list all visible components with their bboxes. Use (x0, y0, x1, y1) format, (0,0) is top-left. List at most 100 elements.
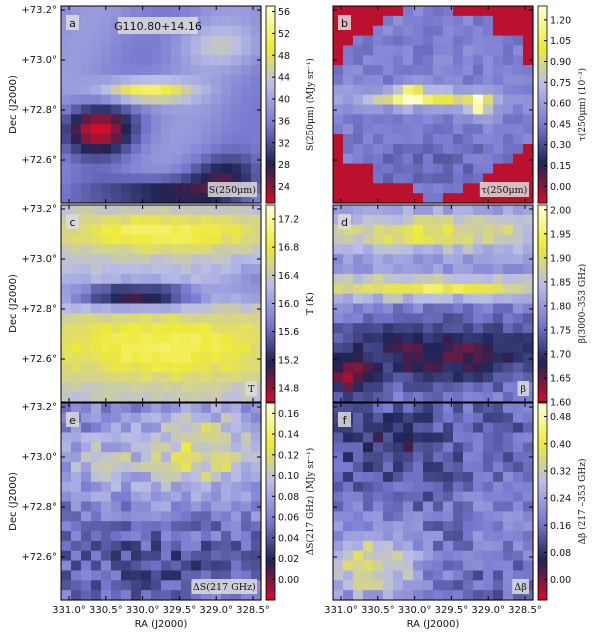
heatmap-cell (131, 143, 142, 155)
colorbar-segment (266, 111, 275, 115)
heatmap-cell (443, 412, 454, 424)
heatmap-cell (201, 183, 212, 194)
heatmap-cell (181, 550, 192, 562)
heatmap-cell (343, 481, 354, 493)
heatmap-cell (333, 283, 344, 295)
heatmap-cell (231, 173, 242, 184)
heatmap-cell (61, 511, 72, 522)
heatmap-cell (111, 234, 122, 245)
heatmap-cell (453, 25, 464, 37)
heatmap-cell (453, 35, 464, 46)
heatmap-cell (71, 193, 82, 204)
heatmap-cell (91, 560, 102, 572)
heatmap-cell (211, 234, 222, 245)
heatmap-cell (171, 224, 182, 236)
heatmap-cell (383, 65, 394, 76)
heatmap-cell (513, 6, 524, 17)
heatmap-cell (61, 244, 72, 255)
heatmap-cell (513, 392, 524, 403)
panel-d: dβ1.601.651.701.751.801.851.901.952.00β(… (332, 204, 588, 409)
heatmap-cell (363, 342, 374, 354)
heatmap-cell (131, 442, 142, 453)
heatmap-cell (91, 422, 102, 434)
heatmap-cell (443, 471, 454, 483)
heatmap-cell (393, 511, 404, 522)
map-frame (60, 5, 262, 204)
heatmap-cell (523, 74, 534, 86)
panel-letter: e (69, 414, 76, 427)
heatmap-cell (141, 124, 152, 135)
heatmap-f (333, 403, 534, 601)
heatmap-cell (333, 452, 344, 463)
heatmap-cell (151, 333, 162, 344)
heatmap-cell (211, 6, 222, 17)
heatmap-cell (373, 234, 384, 245)
heatmap-cell (453, 462, 464, 473)
heatmap-cell (231, 55, 242, 66)
heatmap-cell (241, 55, 252, 66)
y-tick-label: +72.8° (21, 105, 57, 116)
heatmap-cell (71, 6, 82, 17)
heatmap-cell (373, 442, 384, 453)
heatmap-cell (493, 234, 504, 245)
heatmap-cell (433, 491, 444, 503)
heatmap-cell (413, 273, 424, 285)
heatmap-cell (493, 153, 504, 165)
heatmap-cell (403, 570, 414, 581)
heatmap-cell (403, 15, 414, 27)
heatmap-cell (111, 293, 122, 305)
heatmap-cell (191, 163, 202, 175)
heatmap-cell (413, 35, 424, 46)
heatmap-cell (141, 173, 152, 184)
heatmap-cell (503, 412, 514, 424)
heatmap-cell (513, 193, 524, 204)
heatmap-cell (231, 521, 242, 532)
heatmap-cell (333, 580, 344, 591)
heatmap-cell (493, 452, 504, 463)
heatmap-cell (493, 352, 504, 364)
heatmap-cell (181, 124, 192, 135)
heatmap-cell (453, 531, 464, 542)
heatmap-cell (141, 74, 152, 86)
colorbar-segment (266, 573, 275, 578)
heatmap-cell (393, 124, 404, 135)
heatmap-cell (61, 540, 72, 552)
heatmap-cell (353, 244, 364, 255)
heatmap-cell (101, 412, 112, 424)
heatmap-cell (433, 323, 444, 334)
heatmap-cell (211, 362, 222, 374)
heatmap-cell (393, 35, 404, 46)
colorbar-segment (538, 224, 547, 229)
heatmap-cell (423, 471, 434, 483)
heatmap-cell (433, 134, 444, 145)
heatmap-cell (393, 205, 404, 216)
heatmap-cell (231, 254, 242, 265)
heatmap-cell (393, 491, 404, 503)
heatmap-cell (241, 264, 252, 275)
x-tick-label: 329.0° (199, 605, 233, 616)
heatmap-cell (121, 214, 132, 226)
heatmap-cell (141, 65, 152, 76)
colorbar-segment (538, 448, 547, 453)
colorbar-tick-label: 2.00 (550, 205, 571, 216)
heatmap-cell (91, 55, 102, 66)
heatmap-cell (111, 352, 122, 364)
colorbar-tick-label: 1.05 (550, 36, 571, 47)
heatmap-cell (493, 163, 504, 175)
heatmap-cell (403, 392, 414, 403)
heatmap-cell (523, 173, 534, 184)
heatmap-cell (61, 501, 72, 512)
heatmap-cell (221, 65, 232, 76)
y-tick-label: +73.2° (21, 5, 57, 16)
colorbar-segment (538, 9, 547, 14)
heatmap-cell (493, 214, 504, 226)
heatmap-cell (241, 25, 252, 37)
heatmap-cell (231, 25, 242, 37)
colorbar-segment (266, 193, 275, 197)
heatmap-cell (513, 511, 524, 522)
heatmap-cell (493, 540, 504, 552)
heatmap-cell (201, 372, 212, 383)
heatmap-cell (121, 422, 132, 434)
colorbar-segment (538, 107, 547, 112)
colorbar-segment (538, 183, 547, 188)
